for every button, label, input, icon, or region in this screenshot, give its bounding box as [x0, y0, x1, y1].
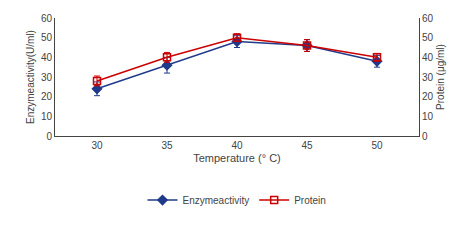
- svg-text:Enzymeactivity(U/ml): Enzymeactivity(U/ml): [25, 30, 36, 124]
- svg-text:10: 10: [41, 111, 53, 122]
- svg-text:50: 50: [422, 32, 434, 43]
- svg-text:60: 60: [422, 13, 434, 24]
- svg-text:60: 60: [41, 13, 53, 24]
- svg-text:0: 0: [422, 131, 428, 142]
- svg-text:40: 40: [231, 140, 243, 151]
- svg-text:Temperature (° C): Temperature (° C): [193, 152, 281, 164]
- svg-text:40: 40: [422, 52, 434, 63]
- svg-text:50: 50: [371, 140, 383, 151]
- svg-text:30: 30: [422, 72, 434, 83]
- svg-text:20: 20: [422, 91, 434, 102]
- svg-text:40: 40: [41, 52, 53, 63]
- svg-text:20: 20: [41, 91, 53, 102]
- svg-text:30: 30: [41, 72, 53, 83]
- svg-text:0: 0: [46, 131, 52, 142]
- svg-text:50: 50: [41, 32, 53, 43]
- svg-text:10: 10: [422, 111, 434, 122]
- svg-text:35: 35: [161, 140, 173, 151]
- svg-text:Protein: Protein: [294, 195, 326, 206]
- svg-text:30: 30: [91, 140, 103, 151]
- svg-text:Protein (μg/ml): Protein (μg/ml): [435, 44, 446, 110]
- svg-text:Enzymeactivity: Enzymeactivity: [183, 195, 250, 206]
- svg-text:45: 45: [301, 140, 313, 151]
